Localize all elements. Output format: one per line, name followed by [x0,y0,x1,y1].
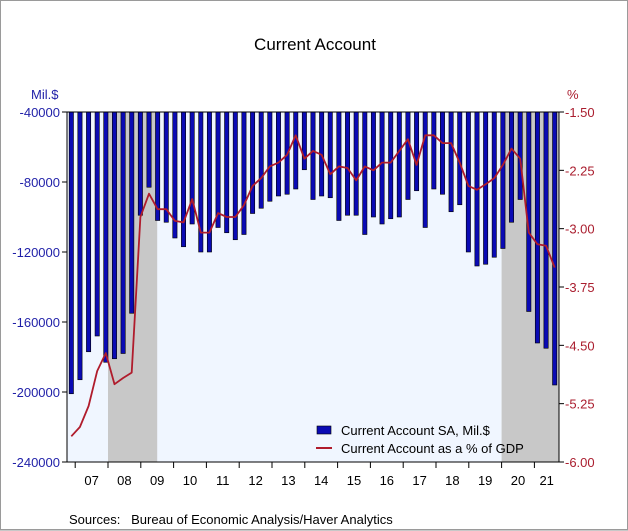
right-tick-label-4: -3.75 [565,280,595,295]
left-tick-label-2: -80000 [20,175,60,190]
right-tick-label-6: -5.25 [565,397,595,412]
bar-25 [276,111,281,197]
left-tick-label-1: -40000 [20,105,60,120]
x-tick-label-16: 16 [380,473,394,488]
bar-51 [500,111,506,249]
bar-20 [232,111,238,241]
bar-56 [543,111,549,349]
bar-37 [379,111,385,225]
bar-6 [112,111,117,360]
bar-52 [509,111,514,223]
bar-11 [155,111,161,221]
bar-42 [422,111,428,228]
x-tick-label-11: 11 [216,473,230,488]
x-tick-label-12: 12 [248,473,262,488]
bar-21 [241,111,247,235]
right-tick-label-3: -3.00 [565,222,595,237]
bar-3 [86,111,92,353]
x-tick-label-19: 19 [478,473,492,488]
bar-12 [163,111,169,223]
right-tick-label-2: -2.25 [565,163,595,178]
bar-49 [483,111,489,265]
x-tick-label-10: 10 [183,473,197,488]
bar-8 [129,111,135,314]
bar-31 [327,111,333,199]
bar-28 [301,111,307,171]
bar-29 [310,111,316,200]
legend-bar-label: Current Account SA, Mil.$ [341,423,491,438]
bar-41 [414,111,420,192]
x-tick-label-08: 08 [117,473,131,488]
right-tick-label-7: -6.00 [565,455,595,470]
bar-7 [120,111,126,354]
bar-55 [534,111,540,344]
right-tick-label-1: -1.50 [565,105,595,120]
bar-14 [181,111,186,248]
x-tick-label-17: 17 [412,473,426,488]
left-tick-label-3: -120000 [12,245,60,260]
bar-23 [258,111,264,209]
x-tick-label-09: 09 [150,473,164,488]
legend: Current Account SA, Mil.$ Current Accoun… [316,423,524,456]
bar-24 [267,111,273,202]
bar-22 [250,111,256,214]
legend-line-label: Current Account as a % of GDP [341,441,524,456]
left-tick-label-6: -240000 [12,455,60,470]
line-series [70,134,556,437]
bar-38 [388,111,394,220]
x-tick-label-07: 07 [84,473,98,488]
x-tick-label-13: 13 [281,473,295,488]
bar-27 [293,111,299,190]
x-tick-label-20: 20 [511,473,525,488]
bar-43 [431,111,437,190]
bar-5 [103,111,109,363]
legend-bar-swatch [316,425,332,435]
bar-45 [448,111,454,213]
bar-9 [137,111,143,216]
left-tick-label-4: -160000 [12,315,60,330]
bar-57 [552,111,558,386]
bar-1 [68,111,74,395]
bar-10 [146,111,152,188]
left-axis-unit: Mil.$ [31,87,59,102]
gdp-share-line [70,134,556,437]
bar-33 [345,111,350,216]
left-tick-label-5: -200000 [12,385,60,400]
source-note: Sources: Bureau of Economic Analysis/Hav… [69,512,393,527]
bar-40 [405,111,411,200]
x-tick-label-15: 15 [347,473,361,488]
bar-4 [94,111,100,337]
bar-2 [77,111,83,381]
right-axis-unit: % [567,87,579,102]
x-tick-label-21: 21 [539,473,553,488]
bar-39 [396,111,402,218]
bar-36 [370,111,376,218]
chart-title: Current Account [254,35,376,54]
bar-18 [215,111,221,228]
x-tick-label-14: 14 [314,473,328,488]
bar-35 [362,111,368,235]
bar-19 [224,111,230,234]
bar-34 [353,111,359,216]
bar-50 [491,111,497,258]
axes: -40000 -80000 -120000 -160000 -200000 -240000… [12,105,594,488]
right-tick-label-5: -4.50 [565,338,595,353]
x-tick-label-18: 18 [445,473,459,488]
bar-44 [440,111,445,195]
